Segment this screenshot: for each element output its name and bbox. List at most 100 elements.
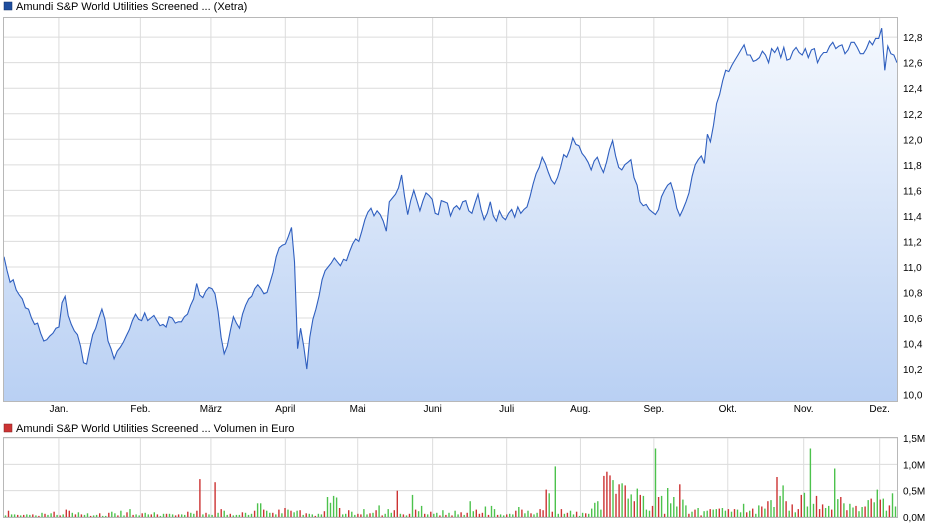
price-plot-frame <box>3 17 898 402</box>
volume-bar <box>141 513 143 517</box>
volume-bar <box>569 510 572 517</box>
volume-bar <box>682 499 684 517</box>
volume-bar <box>177 514 180 517</box>
volume-bar <box>700 515 702 517</box>
volume-bar <box>408 513 411 517</box>
volume-bar <box>196 510 198 517</box>
price-y-tick-label: 10,0 <box>903 391 923 402</box>
price-legend-swatch <box>3 1 13 11</box>
volume-bar <box>691 511 693 517</box>
volume-bar <box>439 515 441 517</box>
volume-bar <box>451 515 453 517</box>
price-y-tick-label: 10,6 <box>903 314 923 325</box>
volume-bar <box>551 511 553 517</box>
volume-bar <box>755 513 757 517</box>
volume-bar <box>764 508 766 517</box>
volume-bar <box>168 513 171 517</box>
volume-bar <box>202 514 204 517</box>
volume-bar <box>7 510 10 517</box>
volume-bar <box>181 514 183 517</box>
volume-bar <box>606 471 608 517</box>
volume-bar <box>685 505 687 517</box>
volume-bar <box>594 502 596 517</box>
volume-bar <box>521 509 523 517</box>
volume-bar <box>323 511 326 517</box>
volume-bar <box>618 484 620 517</box>
volume-bar <box>442 510 444 517</box>
volume-bar <box>332 495 335 517</box>
volume-bar <box>232 515 234 517</box>
volume-bar <box>752 508 754 517</box>
volume-bar <box>560 509 563 517</box>
volume-bar <box>803 492 806 517</box>
volume-bar <box>581 512 584 517</box>
volume-bar <box>105 515 107 517</box>
volume-bar <box>320 514 323 517</box>
volume-bar <box>369 513 371 517</box>
volume-bar <box>117 515 119 517</box>
volume-bar <box>639 494 641 517</box>
volume-bar <box>372 512 374 517</box>
volume-bar <box>193 513 195 517</box>
volume-bar <box>503 515 505 517</box>
volume-bar <box>263 509 265 517</box>
volume-bar <box>351 511 353 517</box>
volume-bar <box>727 509 730 517</box>
volume-bar <box>818 509 821 517</box>
volume-bar <box>870 498 872 517</box>
volume-bar <box>770 500 772 517</box>
volume-bar <box>433 513 435 517</box>
volume-bar <box>891 493 894 517</box>
volume-bar <box>205 512 207 517</box>
volume-bar <box>80 514 83 517</box>
volume-bar <box>597 501 599 517</box>
volume-bar <box>846 510 848 517</box>
volume-bar <box>399 513 402 517</box>
volume-bar <box>281 513 283 517</box>
volume-bar <box>487 514 490 517</box>
volume-bar <box>129 509 131 517</box>
volume-plot-frame <box>3 437 898 518</box>
volume-bar <box>260 503 262 517</box>
volume-bar <box>393 510 395 517</box>
volume-bar <box>354 514 356 517</box>
volume-bar <box>767 501 769 517</box>
volume-bar <box>697 508 699 517</box>
volume-bar <box>642 495 645 517</box>
volume-bar <box>566 512 569 517</box>
volume-bar <box>457 514 459 517</box>
volume-bar <box>366 514 368 517</box>
volume-bar <box>894 506 897 517</box>
volume-bar <box>588 513 590 517</box>
volume-bar <box>314 515 316 517</box>
volume-bar <box>585 513 587 517</box>
volume-bar <box>837 499 839 517</box>
volume-bar <box>660 495 663 517</box>
volume-bar <box>266 510 268 517</box>
volume-bar <box>62 514 64 517</box>
volume-bar <box>524 513 526 517</box>
volume-y-tick-label: 0,0M <box>903 513 925 524</box>
price-x-tick-label: Nov. <box>794 404 814 415</box>
volume-y-tick-label: 1,0M <box>903 460 925 471</box>
volume-legend: Amundi S&P World Utilities Screened ... … <box>16 423 294 435</box>
price-y-tick-label: 11,4 <box>903 212 922 223</box>
volume-bar <box>95 514 98 517</box>
volume-bar <box>533 514 535 517</box>
volume-bar <box>645 509 648 517</box>
volume-bar <box>478 513 481 517</box>
volume-bar <box>663 513 666 517</box>
volume-bar <box>29 514 31 517</box>
volume-bar <box>126 512 128 517</box>
price-y-tick-label: 12,6 <box>903 59 923 70</box>
volume-bar <box>317 513 320 517</box>
volume-bar <box>32 514 34 517</box>
volume-bar <box>821 504 824 517</box>
volume-bar <box>855 505 857 517</box>
volume-bar <box>275 514 277 517</box>
volume-bar <box>71 512 73 517</box>
volume-bar <box>308 513 310 517</box>
volume-bar <box>302 514 304 517</box>
volume-bar <box>338 508 341 517</box>
